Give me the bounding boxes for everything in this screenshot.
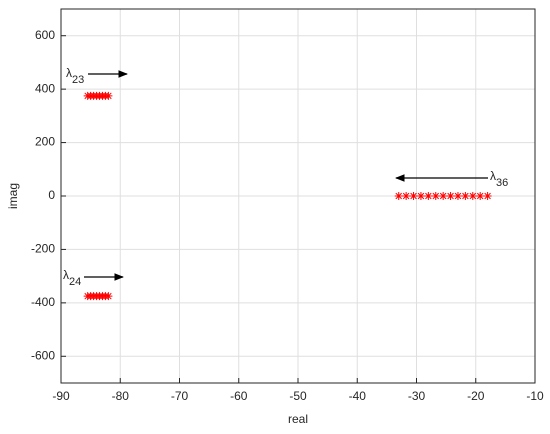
data-point bbox=[104, 292, 113, 301]
x-tick-label: -30 bbox=[408, 389, 426, 403]
data-point bbox=[104, 91, 113, 100]
y-tick-label: 0 bbox=[48, 188, 55, 202]
annotation-subscript: 24 bbox=[69, 276, 81, 288]
annotation-label: λ24 bbox=[63, 268, 81, 288]
data-point bbox=[402, 192, 411, 200]
y-tick-label: -600 bbox=[31, 348, 55, 362]
annotation-symbol: λ bbox=[63, 268, 69, 282]
data-point bbox=[424, 192, 433, 200]
x-tick-label: -50 bbox=[289, 389, 307, 403]
data-point bbox=[409, 192, 418, 200]
y-tick-label: 200 bbox=[35, 135, 55, 149]
annotation-label: λ36 bbox=[490, 169, 508, 189]
data-point bbox=[468, 192, 477, 200]
data-point bbox=[439, 192, 448, 200]
annotation-label: λ23 bbox=[66, 66, 84, 86]
x-tick-label: -40 bbox=[349, 389, 367, 403]
x-tick-label: -10 bbox=[526, 389, 544, 403]
annotation-symbol: λ bbox=[490, 169, 496, 183]
y-tick-label: 400 bbox=[35, 81, 55, 95]
x-tick-label: -60 bbox=[230, 389, 248, 403]
annotation-symbol: λ bbox=[66, 66, 72, 80]
data-point bbox=[416, 192, 425, 200]
y-axis-label: imag bbox=[6, 183, 20, 209]
x-tick-label: -20 bbox=[467, 389, 485, 403]
annotation-subscript: 36 bbox=[496, 177, 508, 189]
data-point bbox=[446, 192, 455, 200]
x-tick-label: -90 bbox=[52, 389, 70, 403]
x-axis-label: real bbox=[288, 412, 308, 426]
data-point bbox=[431, 192, 440, 200]
data-point bbox=[453, 192, 462, 200]
y-tick-label: -400 bbox=[31, 295, 55, 309]
annotation-subscript: 23 bbox=[72, 74, 84, 86]
y-tick-label: 600 bbox=[35, 28, 55, 42]
data-point bbox=[394, 192, 403, 200]
y-tick-label: -200 bbox=[31, 242, 55, 256]
data-point bbox=[461, 192, 470, 200]
data-point bbox=[483, 192, 492, 200]
x-tick-label: -80 bbox=[112, 389, 130, 403]
data-point bbox=[476, 192, 485, 200]
x-tick-label: -70 bbox=[171, 389, 189, 403]
